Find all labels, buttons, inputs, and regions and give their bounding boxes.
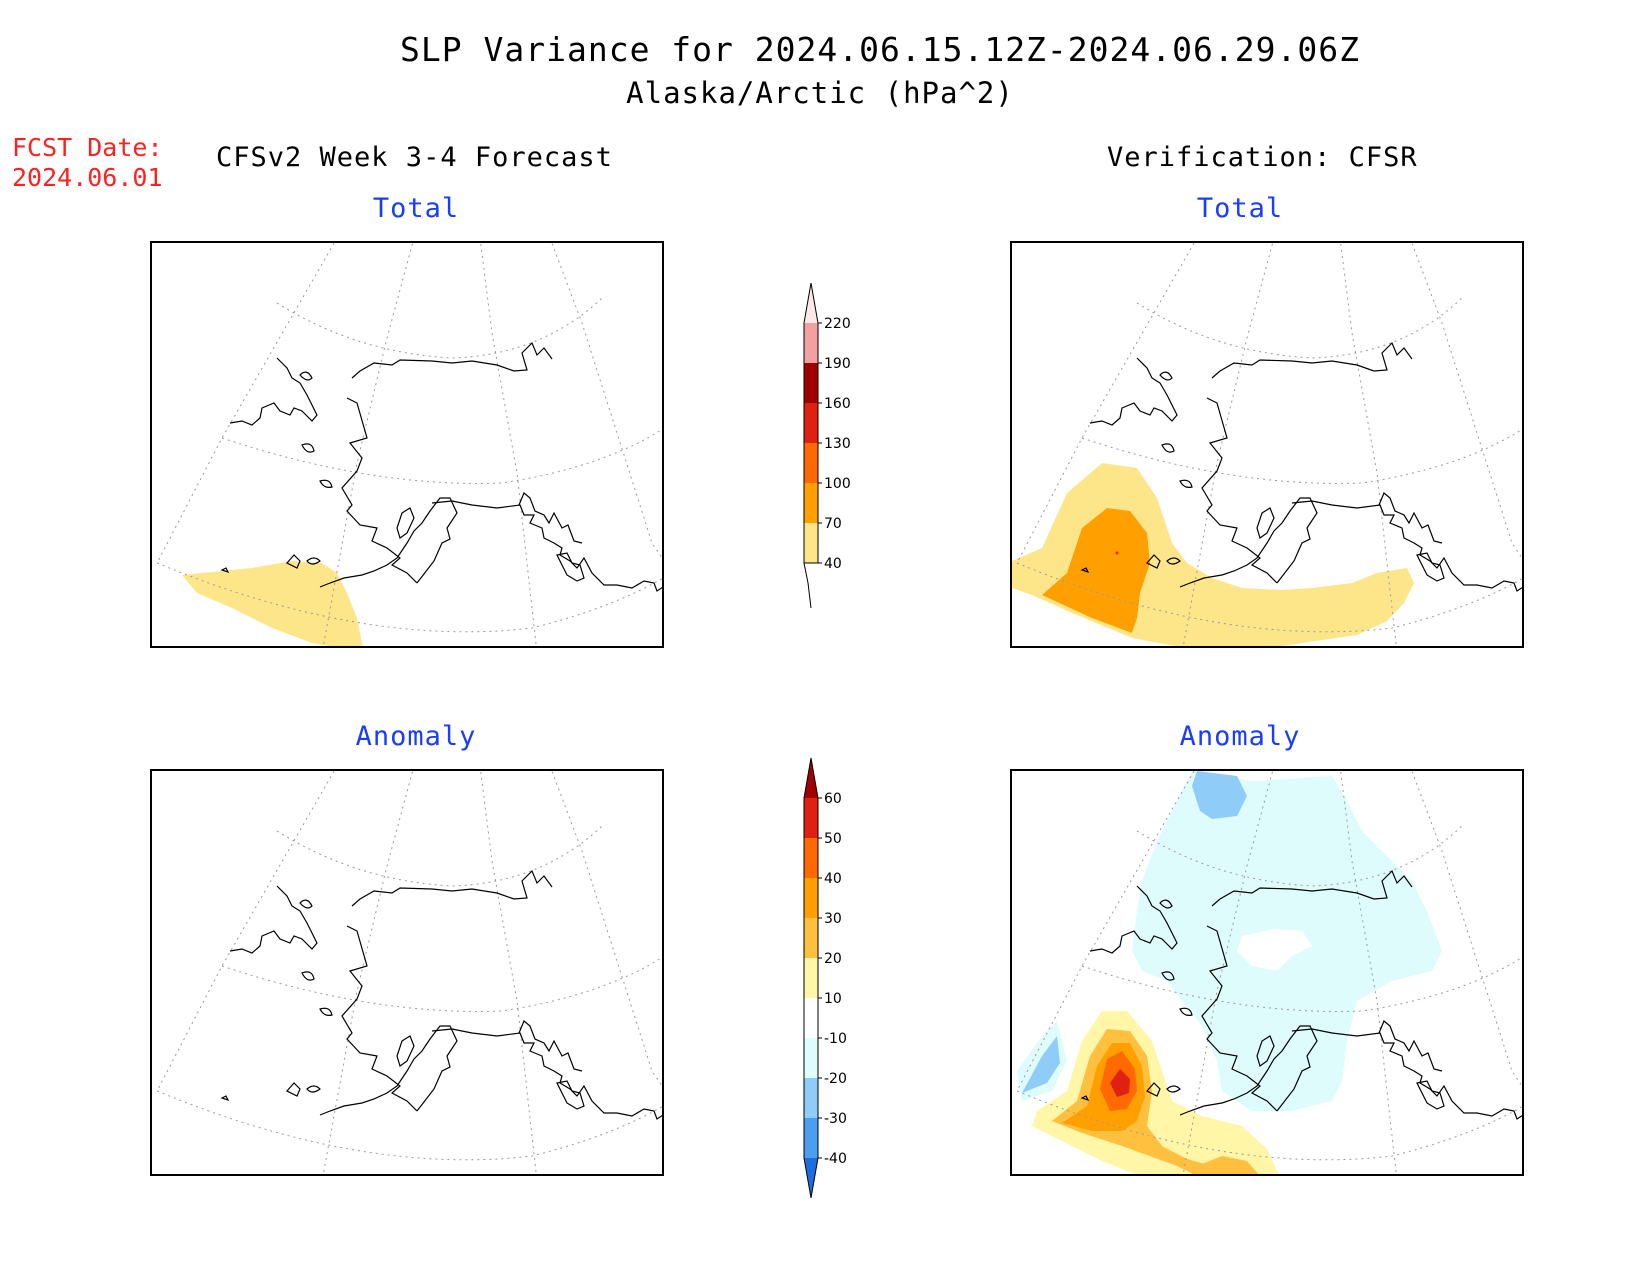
max-marker	[1115, 551, 1119, 555]
colorbar-top-arrow	[804, 758, 818, 798]
colorbar-label: -10	[824, 1031, 847, 1047]
colorbar-swatch	[804, 878, 818, 918]
colorbar-label: 130	[824, 436, 851, 452]
colorbar-swatch	[804, 838, 818, 878]
colorbar-swatch	[804, 998, 818, 1038]
graticule	[156, 771, 662, 1174]
graticule	[156, 243, 662, 646]
graticule	[1016, 771, 1522, 1174]
colorbar-bottom-arrow	[804, 1158, 818, 1198]
shaded-field	[1017, 771, 1442, 1174]
colorbar-label: -40	[824, 1151, 847, 1167]
colorbar-label: -20	[824, 1071, 847, 1087]
colorbar-swatch	[804, 483, 818, 523]
colorbar-swatch	[804, 523, 818, 563]
fcst-date-label: FCST Date:	[12, 133, 163, 162]
colorbar-swatch	[804, 1118, 818, 1158]
colorbar-top-arrow	[804, 283, 818, 323]
verification-total-title: Total	[1196, 193, 1284, 224]
colorbar-label: 20	[824, 951, 842, 967]
colorbar-outline	[803, 282, 819, 564]
colorbar-label: 50	[824, 831, 842, 847]
colorbar-label: 30	[824, 911, 842, 927]
coastline	[1080, 341, 1522, 592]
colorbar-swatch	[804, 1038, 818, 1078]
colorbar-swatch	[804, 798, 818, 838]
verification-anomaly-map	[1010, 769, 1524, 1176]
colorbar-tail	[803, 562, 812, 609]
coastline	[1080, 869, 1522, 1120]
verification-anomaly-title: Anomaly	[1179, 721, 1301, 752]
chart-subtitle: Alaska/Arctic (hPa^2)	[626, 76, 1014, 110]
colorbar-swatch	[804, 443, 818, 483]
shaded-field	[182, 561, 363, 646]
colorbar-swatch	[804, 403, 818, 443]
verification-column-title: Verification: CFSR	[1107, 142, 1418, 173]
colorbar-swatch	[804, 363, 818, 403]
forecast-anomaly-map	[150, 769, 664, 1176]
verification-total-map	[1010, 241, 1524, 648]
colorbar-label: 160	[824, 396, 851, 412]
colorbar-label: 100	[824, 476, 851, 492]
colorbar-label: 40	[824, 871, 842, 887]
colorbar-label: 70	[824, 516, 842, 532]
colorbar-swatch	[804, 958, 818, 998]
fcst-date-value: 2024.06.01	[12, 163, 163, 192]
coastline	[220, 869, 662, 1120]
colorbar-swatch	[804, 1078, 818, 1118]
colorbar-label: 10	[824, 991, 842, 1007]
forecast-anomaly-title: Anomaly	[355, 721, 477, 752]
forecast-total-map	[150, 241, 664, 648]
graticule	[1016, 243, 1522, 646]
anomaly-colorbar: 60 50 40 30 20 10 -10 -20 -30 -40	[796, 752, 866, 1199]
colorbar-label: 190	[824, 356, 851, 372]
forecast-column-title: CFSv2 Week 3-4 Forecast	[216, 142, 613, 173]
colorbar-label: -30	[824, 1111, 847, 1127]
chart-title: SLP Variance for 2024.06.15.12Z-2024.06.…	[400, 30, 1360, 69]
shaded-field	[1012, 463, 1414, 646]
coastline	[220, 341, 662, 592]
colorbar-label: 220	[824, 316, 851, 332]
forecast-total-title: Total	[372, 193, 460, 224]
total-colorbar: 220 190 160 130 100 70 40	[796, 282, 866, 613]
colorbar-swatch	[804, 323, 818, 363]
colorbar-swatch	[804, 918, 818, 958]
colorbar-label: 60	[824, 791, 842, 807]
colorbar-label: 40	[824, 556, 842, 572]
